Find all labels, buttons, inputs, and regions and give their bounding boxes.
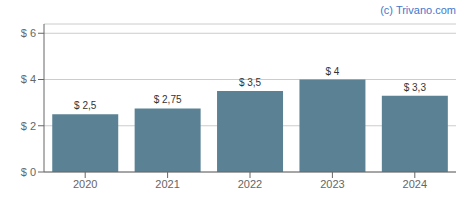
html-text:(c) Trivano.com: (c) Trivano.com [380, 4, 456, 16]
svg-text:$ 4: $ 4 [21, 73, 36, 85]
svg-text:$ 2,75: $ 2,75 [154, 94, 182, 105]
svg-text:2021: 2021 [155, 178, 179, 190]
svg-text:$ 3,5: $ 3,5 [239, 77, 262, 88]
svg-text:$ 2: $ 2 [21, 120, 36, 132]
svg-text:$ 2,5: $ 2,5 [74, 100, 97, 111]
svg-text:2022: 2022 [238, 178, 262, 190]
svg-text:$ 3,3: $ 3,3 [404, 82, 427, 93]
svg-text:$ 6: $ 6 [21, 27, 36, 39]
svg-text:2023: 2023 [320, 178, 344, 190]
svg-text:$ 4: $ 4 [325, 66, 339, 77]
svg-text:2020: 2020 [73, 178, 97, 190]
svg-text:$ 0: $ 0 [21, 166, 36, 178]
svg-text:2024: 2024 [403, 178, 427, 190]
